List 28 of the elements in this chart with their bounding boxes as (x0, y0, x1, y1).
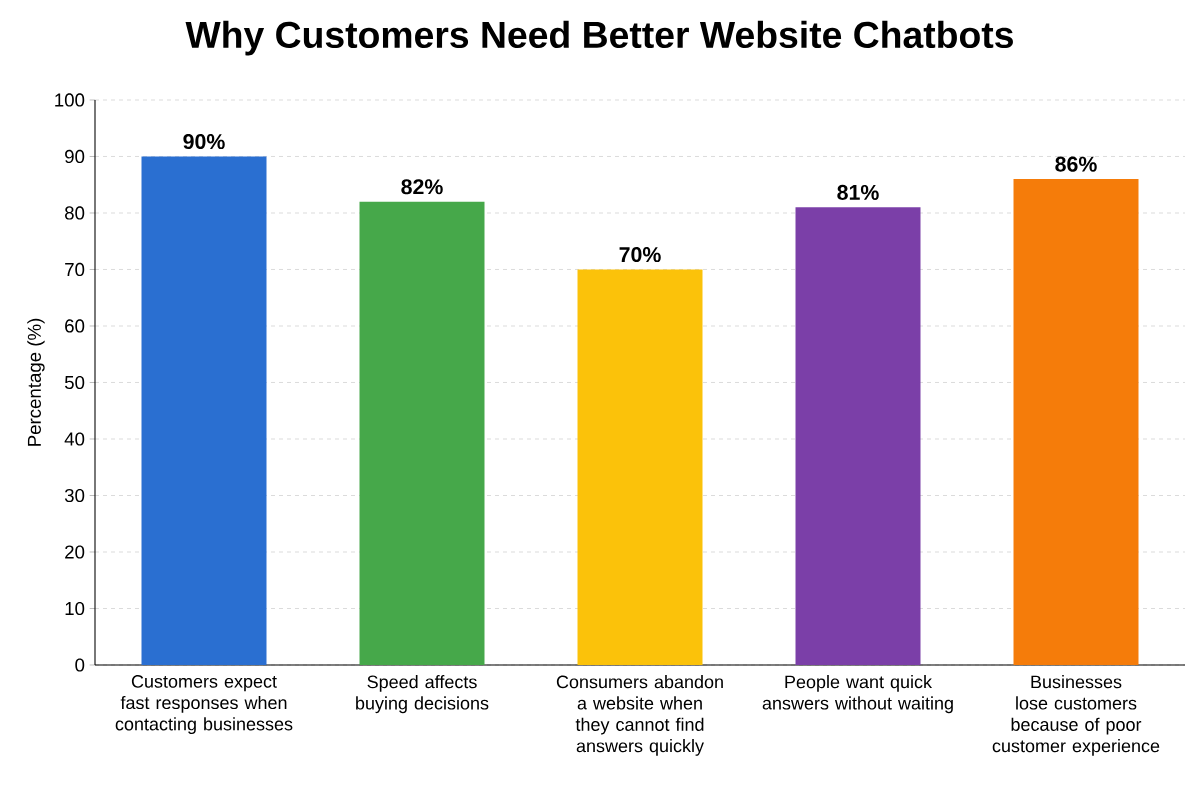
y-tick-label: 80 (65, 206, 85, 220)
x-tick-label: Speed affects buying decisions (356, 675, 489, 714)
x-tick-label: People want quick answers without waiting (762, 675, 953, 714)
data-label: 86% (1055, 156, 1097, 172)
bar (359, 201, 485, 665)
y-tick-label: 70 (65, 262, 85, 277)
data-label: 82% (401, 179, 443, 195)
y-axis-title: Percentage (%) (27, 318, 45, 446)
bar (795, 207, 921, 665)
bar (577, 269, 703, 665)
y-tick-label: 100 (55, 93, 85, 107)
y-tick-label: 30 (64, 488, 85, 503)
data-label: 90% (183, 134, 225, 150)
x-tick-label: Consumers abandon a website when they cannot find answers quickly (556, 675, 723, 756)
y-tick-label: 0 (75, 658, 85, 672)
y-tick-label: 60 (65, 319, 85, 333)
y-tick-label: 50 (64, 375, 85, 390)
chart-title: Why Customers Need Better Website Chatbots (185, 20, 1013, 56)
y-tick-label: 90 (65, 149, 85, 164)
data-label: 81% (837, 184, 879, 200)
x-tick-label: Businesses lose customers because of poor customer experience (992, 675, 1160, 756)
bar (141, 156, 267, 665)
x-tick-label: Customers expect fast responses when contacting businesses (115, 675, 293, 735)
y-tick-label: 10 (65, 601, 85, 616)
bar (1013, 179, 1139, 665)
data-label: 70% (619, 247, 661, 263)
y-tick-label: 40 (64, 432, 85, 446)
y-tick-label: 20 (65, 545, 85, 559)
